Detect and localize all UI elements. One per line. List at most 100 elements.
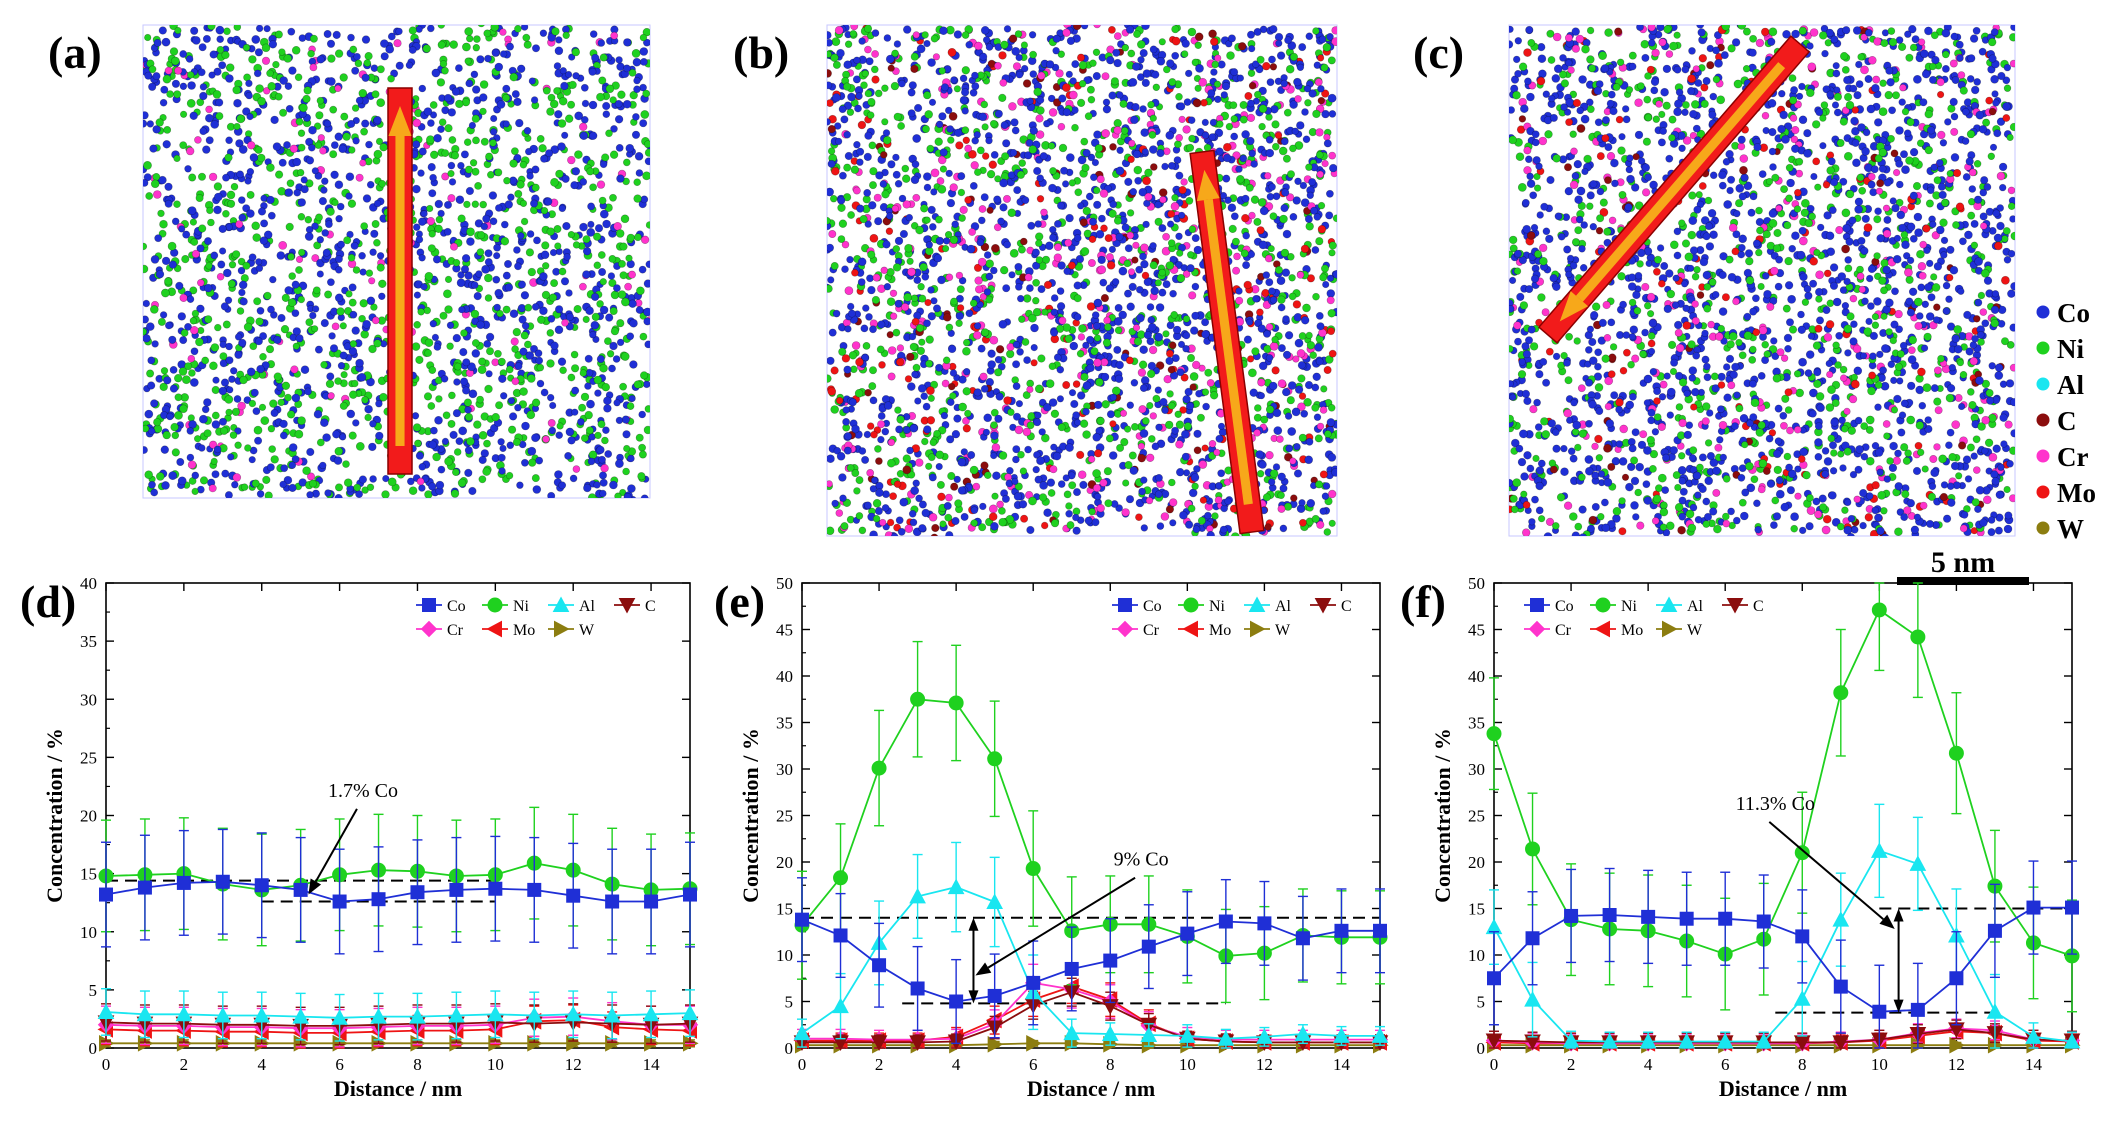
atom-ni: [225, 408, 233, 416]
atom-ni: [620, 352, 630, 361]
atom-co: [1321, 492, 1330, 500]
atom-co: [224, 296, 233, 304]
atom-ni: [1017, 245, 1026, 254]
atom-c: [827, 69, 832, 78]
atom-ni: [366, 483, 375, 491]
atom-co: [1319, 507, 1327, 515]
atom-cr: [1149, 412, 1158, 420]
atom-ni: [229, 431, 238, 439]
atom-ni: [871, 295, 881, 305]
atom-ni: [345, 290, 353, 298]
atom-cr: [263, 87, 271, 95]
atom-co: [640, 195, 649, 204]
atom-ni: [493, 349, 502, 358]
atom-ni: [555, 169, 564, 179]
atom-ni: [486, 171, 495, 179]
atom-ni: [1321, 264, 1330, 273]
atom-ni: [935, 450, 945, 460]
atom-co: [1111, 278, 1120, 286]
atom-co: [1114, 374, 1124, 383]
atom-co: [1112, 48, 1121, 57]
atom-co: [1230, 212, 1239, 221]
atom-co: [827, 118, 831, 126]
atom-c: [980, 461, 989, 470]
atom-co: [547, 33, 557, 42]
atom-co: [143, 299, 150, 308]
atom-mo: [871, 75, 880, 84]
atom-co: [598, 471, 607, 480]
atom-co: [211, 470, 220, 479]
atom-co: [143, 179, 149, 187]
atom-ni: [448, 391, 456, 400]
atom-mo: [1171, 36, 1181, 46]
atom-co: [287, 27, 296, 36]
atom-co: [965, 309, 974, 318]
atom-co: [1139, 252, 1147, 261]
atom-ni: [489, 139, 497, 147]
atom-co: [1113, 316, 1123, 326]
atom-co: [540, 250, 550, 260]
atom-ni: [1327, 309, 1336, 318]
atom-co: [1084, 516, 1093, 525]
atom-ni: [303, 86, 312, 95]
atom-cr: [1105, 253, 1114, 262]
atom-ni: [944, 513, 953, 522]
atom-co: [231, 481, 239, 489]
atom-cr: [1292, 355, 1300, 363]
atom-co: [935, 463, 943, 471]
atom-co: [957, 172, 966, 181]
atom-ni: [599, 363, 608, 373]
atom-co: [953, 30, 963, 39]
atom-ni: [619, 242, 628, 251]
atom-co: [1034, 411, 1042, 419]
atom-ni: [342, 132, 351, 141]
atom-co: [292, 327, 301, 336]
atom-cr: [1178, 115, 1186, 123]
atom-ni: [527, 267, 536, 277]
atom-ni: [453, 448, 462, 456]
atom-ni: [1315, 237, 1324, 246]
atom-ni: [258, 403, 267, 411]
atom-ni: [640, 110, 650, 119]
atom-ni: [1332, 214, 1337, 223]
atom-co: [144, 71, 153, 80]
atom-ni: [210, 457, 218, 466]
atom-co: [198, 43, 207, 52]
atom-co: [242, 107, 251, 116]
atom-co: [199, 91, 208, 101]
atom-co: [1257, 324, 1267, 333]
atom-ni: [990, 421, 998, 429]
atom-co: [337, 240, 345, 249]
atom-co: [1188, 488, 1198, 498]
atom-ni: [616, 319, 625, 328]
atom-co: [230, 367, 238, 375]
atom-mo: [1298, 392, 1307, 400]
atom-co: [295, 334, 304, 343]
atom-co: [610, 125, 618, 133]
atom-co: [615, 56, 623, 64]
atom-ni: [188, 369, 196, 377]
atom-cr: [1264, 254, 1273, 263]
atom-ni: [469, 159, 478, 167]
atom-c: [931, 523, 940, 533]
atom-ni: [1131, 422, 1139, 431]
atom-ni: [295, 266, 303, 274]
atom-co: [580, 116, 589, 124]
atom-co: [1023, 356, 1031, 364]
atom-ni: [1032, 297, 1040, 305]
atom-ni: [862, 341, 871, 350]
atom-co: [204, 237, 213, 246]
atom-ni: [329, 150, 338, 159]
atom-co: [1132, 149, 1142, 159]
atom-ni: [1080, 247, 1090, 256]
atom-ni: [452, 258, 461, 267]
atom-co: [958, 375, 967, 384]
atom-cr: [208, 172, 218, 182]
atom-cr: [579, 282, 587, 291]
atom-co: [518, 315, 527, 324]
atom-co: [532, 485, 542, 494]
atom-cr: [567, 155, 576, 165]
atom-ni: [1082, 430, 1091, 439]
atom-co: [148, 480, 156, 489]
atom-co: [1098, 214, 1106, 223]
